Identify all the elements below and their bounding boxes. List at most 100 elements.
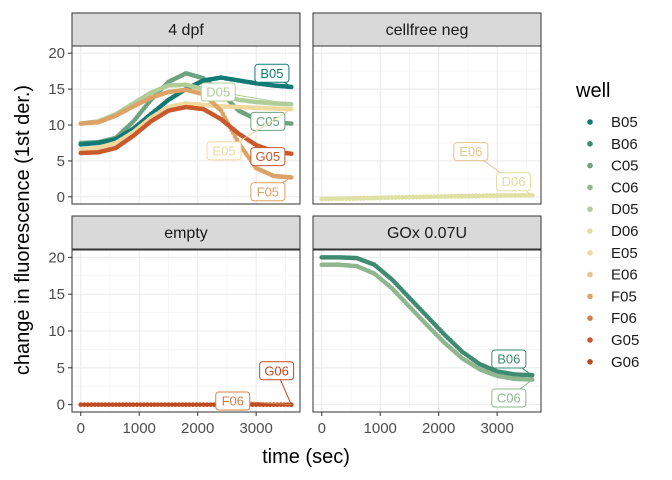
label-text: G05 bbox=[256, 149, 281, 164]
data-point-G06 bbox=[162, 402, 168, 407]
data-point-D06 bbox=[347, 196, 353, 201]
panel-gox-0-07u: GOx 0.07U B06 C06 0 1000 2000 3000 bbox=[312, 215, 542, 437]
data-point-G06 bbox=[159, 402, 164, 407]
legend-key bbox=[587, 250, 593, 256]
data-point-D06 bbox=[358, 196, 363, 201]
data-point-G06 bbox=[208, 402, 213, 407]
data-point-D06 bbox=[508, 193, 514, 198]
x-tick-label: 0 bbox=[77, 420, 85, 437]
data-point-D06 bbox=[463, 194, 468, 199]
label-text: C06 bbox=[497, 391, 521, 406]
series-label-D05: D05 bbox=[200, 82, 292, 105]
data-point-D06 bbox=[410, 194, 416, 200]
data-point-D06 bbox=[337, 196, 342, 202]
x-tick-label: 3000 bbox=[480, 420, 513, 437]
x-tick-label: 0 bbox=[318, 420, 326, 437]
data-point-D06 bbox=[424, 194, 430, 200]
panel-strip-label: 4 dpf bbox=[168, 22, 204, 39]
label-box bbox=[206, 141, 242, 161]
legend-key bbox=[587, 206, 593, 212]
y-tick-label: 0 bbox=[57, 189, 65, 206]
data-point-D06 bbox=[322, 196, 328, 202]
data-point-D06 bbox=[393, 195, 398, 200]
data-point-G06 bbox=[127, 402, 133, 407]
data-point-G06 bbox=[88, 402, 94, 407]
data-point-G06 bbox=[134, 402, 140, 407]
data-point-D06 bbox=[386, 195, 391, 200]
data-point-G06 bbox=[197, 402, 203, 407]
data-point-D06 bbox=[522, 193, 528, 198]
data-point-D06 bbox=[365, 195, 370, 201]
data-point-G06 bbox=[152, 402, 157, 407]
data-point-G06 bbox=[106, 402, 112, 407]
data-point-D06 bbox=[498, 193, 503, 199]
series-B05 bbox=[78, 75, 294, 147]
data-point-G06 bbox=[124, 402, 129, 407]
legend-key bbox=[587, 141, 593, 147]
label-text: F05 bbox=[257, 184, 279, 199]
data-point-D06 bbox=[403, 194, 409, 200]
panel-empty: empty G06 F06 0 5 10 15 20 0 1000 2000 3000 bbox=[48, 215, 301, 437]
x-tick-label: 1000 bbox=[123, 420, 156, 437]
legend-item-F05: F05 bbox=[587, 288, 637, 305]
data-point-D06 bbox=[400, 195, 405, 200]
legend-label: F06 bbox=[611, 310, 637, 327]
label-text: D06 bbox=[502, 174, 526, 189]
series-G06 bbox=[78, 402, 294, 407]
data-point-D06 bbox=[477, 193, 482, 199]
legend-label: E06 bbox=[611, 267, 638, 284]
data-point-G06 bbox=[166, 402, 171, 407]
data-point-D06 bbox=[368, 195, 374, 201]
panel-4-dpf: 4 dpf B05 D05 C05 E05 G05 F05 0 5 10 15 20 bbox=[48, 12, 301, 206]
label-box bbox=[254, 63, 290, 83]
data-point-G06 bbox=[183, 402, 189, 407]
panel-strip bbox=[312, 215, 542, 250]
x-axis-title: time (sec) bbox=[262, 446, 350, 468]
data-point-D06 bbox=[519, 193, 525, 198]
y-tick-label: 15 bbox=[48, 286, 65, 303]
y-tick-label: 0 bbox=[57, 397, 65, 414]
label-text: E06 bbox=[459, 144, 482, 159]
data-point-G06 bbox=[85, 402, 91, 407]
data-point-G06 bbox=[99, 402, 105, 407]
data-point-D06 bbox=[466, 194, 472, 199]
data-point-D06 bbox=[494, 193, 500, 199]
data-point-D06 bbox=[487, 193, 493, 199]
data-point-D06 bbox=[445, 194, 451, 199]
series-label-E05: E05 bbox=[206, 108, 292, 161]
legend-key bbox=[587, 315, 593, 322]
label-text: G06 bbox=[264, 363, 289, 378]
data-point-D06 bbox=[449, 194, 454, 199]
data-point-D06 bbox=[428, 194, 433, 200]
data-point-D06 bbox=[344, 196, 349, 202]
data-point-D06 bbox=[340, 196, 346, 202]
y-tick-label: 20 bbox=[48, 45, 65, 62]
series-label-F05: F05 bbox=[250, 177, 292, 202]
data-point-D06 bbox=[442, 194, 447, 199]
label-text: C05 bbox=[256, 114, 280, 129]
label-text: E05 bbox=[212, 143, 235, 158]
data-point-D06 bbox=[354, 196, 360, 201]
data-point-D06 bbox=[414, 194, 419, 200]
data-point-D06 bbox=[361, 196, 367, 201]
legend-item-D06: D06 bbox=[587, 223, 639, 240]
data-point-D06 bbox=[470, 193, 475, 199]
legend-item-C05: C05 bbox=[587, 158, 639, 175]
label-box bbox=[215, 391, 251, 411]
data-point-G06 bbox=[103, 402, 108, 407]
series-label-G05: G05 bbox=[250, 147, 292, 167]
data-point-D06 bbox=[512, 193, 517, 198]
data-point-D06 bbox=[396, 195, 402, 200]
data-point-G06 bbox=[148, 402, 154, 407]
data-point-D06 bbox=[329, 196, 335, 202]
legend-label: E05 bbox=[611, 245, 638, 262]
data-point-D06 bbox=[501, 193, 507, 198]
legend-key bbox=[587, 293, 593, 300]
legend-label: B06 bbox=[611, 136, 638, 153]
data-point-G06 bbox=[141, 402, 147, 407]
data-point-G06 bbox=[257, 402, 262, 407]
data-point-D06 bbox=[372, 195, 377, 201]
data-point-G06 bbox=[120, 402, 126, 407]
legend-key bbox=[587, 162, 593, 169]
data-point-G06 bbox=[253, 402, 259, 407]
